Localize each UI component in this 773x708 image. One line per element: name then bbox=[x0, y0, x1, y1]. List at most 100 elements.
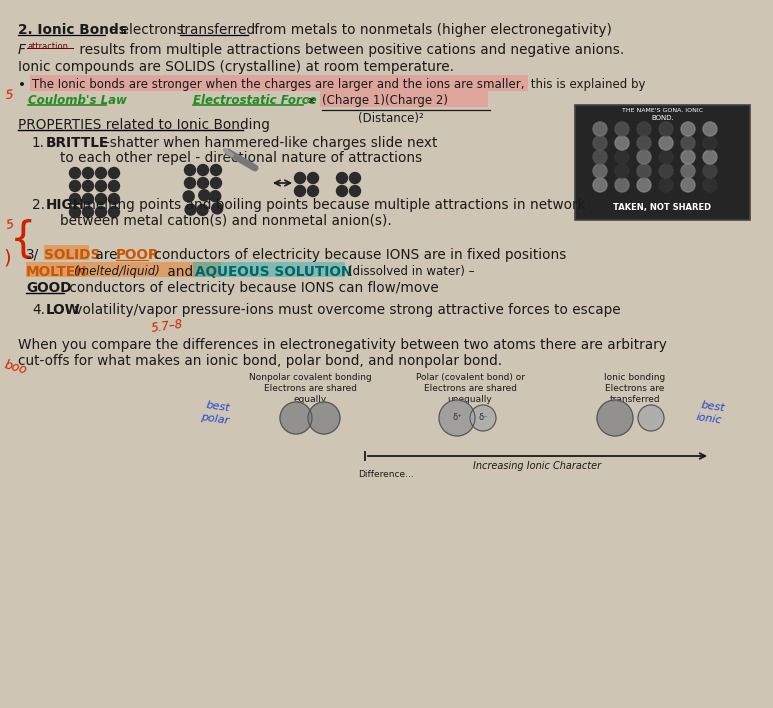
Circle shape bbox=[108, 193, 120, 205]
Circle shape bbox=[197, 164, 209, 176]
Text: ∝: ∝ bbox=[306, 94, 315, 108]
Text: δ⁻: δ⁻ bbox=[478, 413, 488, 423]
Circle shape bbox=[70, 168, 80, 178]
Text: melting points and boiling points because multiple attractions in network: melting points and boiling points becaus… bbox=[78, 198, 586, 212]
Circle shape bbox=[593, 164, 607, 178]
FancyBboxPatch shape bbox=[320, 91, 488, 107]
Circle shape bbox=[295, 185, 305, 197]
Text: and: and bbox=[163, 265, 197, 279]
Text: POOR: POOR bbox=[116, 248, 159, 262]
Circle shape bbox=[637, 122, 651, 136]
Circle shape bbox=[280, 402, 312, 434]
Circle shape bbox=[186, 202, 196, 213]
Circle shape bbox=[593, 178, 607, 192]
Text: 5: 5 bbox=[5, 88, 14, 102]
Text: Ionic compounds are SOLIDS (crystalline) at room temperature.: Ionic compounds are SOLIDS (crystalline)… bbox=[18, 60, 454, 74]
Text: Polar (covalent bond) or: Polar (covalent bond) or bbox=[416, 373, 525, 382]
Text: HIGH: HIGH bbox=[46, 198, 85, 212]
Circle shape bbox=[336, 185, 348, 197]
Text: 3/: 3/ bbox=[26, 248, 39, 262]
Circle shape bbox=[637, 150, 651, 164]
Text: (Distance)²: (Distance)² bbox=[358, 112, 424, 125]
Circle shape bbox=[703, 150, 717, 164]
Text: LOW: LOW bbox=[46, 303, 80, 317]
Circle shape bbox=[96, 168, 107, 178]
Circle shape bbox=[659, 164, 673, 178]
Text: results from multiple attractions between positive cations and negative anions.: results from multiple attractions betwee… bbox=[75, 43, 625, 57]
Circle shape bbox=[96, 207, 107, 217]
Text: Electrons are shared: Electrons are shared bbox=[264, 384, 356, 393]
Text: best: best bbox=[205, 400, 230, 413]
Text: to each other repel - directional nature of attractions: to each other repel - directional nature… bbox=[60, 151, 422, 165]
Text: Electrons are: Electrons are bbox=[605, 384, 665, 393]
Circle shape bbox=[593, 122, 607, 136]
Text: GOOD: GOOD bbox=[26, 281, 71, 295]
Circle shape bbox=[703, 178, 717, 192]
Circle shape bbox=[349, 185, 360, 197]
Circle shape bbox=[659, 150, 673, 164]
Circle shape bbox=[185, 190, 196, 201]
Text: Increasing Ionic Character: Increasing Ionic Character bbox=[473, 461, 601, 471]
Circle shape bbox=[70, 193, 80, 205]
Circle shape bbox=[681, 178, 695, 192]
Text: {: { bbox=[10, 219, 36, 261]
Text: ): ) bbox=[3, 248, 11, 267]
Text: transferred: transferred bbox=[610, 395, 660, 404]
Circle shape bbox=[295, 173, 305, 183]
Circle shape bbox=[210, 202, 222, 214]
Circle shape bbox=[96, 193, 107, 205]
Circle shape bbox=[199, 190, 209, 202]
Text: volatility/vapor pressure-ions must overcome strong attractive forces to escape: volatility/vapor pressure-ions must over… bbox=[70, 303, 621, 317]
Text: AQUEOUS SOLUTION: AQUEOUS SOLUTION bbox=[195, 265, 352, 279]
Text: - electrons: - electrons bbox=[107, 23, 188, 37]
Circle shape bbox=[597, 400, 633, 436]
Circle shape bbox=[96, 181, 107, 191]
Circle shape bbox=[703, 122, 717, 136]
Circle shape bbox=[308, 185, 318, 197]
Circle shape bbox=[615, 164, 629, 178]
Circle shape bbox=[83, 181, 94, 191]
Circle shape bbox=[470, 405, 496, 431]
Text: 4.: 4. bbox=[32, 303, 45, 317]
Text: The Ionic bonds are stronger when the charges are larger and the ions are smalle: The Ionic bonds are stronger when the ch… bbox=[32, 78, 525, 91]
Text: PROPERTIES related to Ionic Bonding: PROPERTIES related to Ionic Bonding bbox=[18, 118, 270, 132]
Text: 2.: 2. bbox=[32, 198, 45, 212]
Circle shape bbox=[70, 207, 80, 217]
Circle shape bbox=[439, 400, 475, 436]
Text: polar: polar bbox=[200, 412, 230, 426]
Circle shape bbox=[210, 164, 222, 176]
Text: cut-offs for what makes an ionic bond, polar bond, and nonpolar bond.: cut-offs for what makes an ionic bond, p… bbox=[18, 354, 502, 368]
Circle shape bbox=[83, 168, 94, 178]
Text: Ionic bonding: Ionic bonding bbox=[604, 373, 666, 382]
Circle shape bbox=[659, 122, 673, 136]
Circle shape bbox=[659, 136, 673, 150]
Circle shape bbox=[637, 136, 651, 150]
Text: between metal cation(s) and nonmetal anion(s).: between metal cation(s) and nonmetal ani… bbox=[60, 214, 392, 228]
Text: (melted/liquid): (melted/liquid) bbox=[73, 265, 160, 278]
Circle shape bbox=[108, 181, 120, 191]
Circle shape bbox=[83, 193, 94, 205]
Circle shape bbox=[593, 150, 607, 164]
FancyBboxPatch shape bbox=[44, 245, 89, 260]
Text: conductors of electricity because IONS are in fixed positions: conductors of electricity because IONS a… bbox=[150, 248, 567, 262]
Text: •: • bbox=[18, 78, 26, 92]
Text: Electrostatic Force: Electrostatic Force bbox=[193, 94, 317, 107]
Circle shape bbox=[198, 202, 209, 213]
Text: BRITTLE: BRITTLE bbox=[46, 136, 109, 150]
Circle shape bbox=[615, 136, 629, 150]
Circle shape bbox=[108, 168, 120, 178]
Text: 5: 5 bbox=[5, 218, 15, 232]
Text: unequally: unequally bbox=[448, 395, 492, 404]
Text: attraction: attraction bbox=[27, 42, 68, 51]
Text: ionic: ionic bbox=[695, 412, 722, 426]
Text: transferred: transferred bbox=[180, 23, 256, 37]
Circle shape bbox=[638, 405, 664, 431]
Circle shape bbox=[83, 207, 94, 217]
Circle shape bbox=[615, 122, 629, 136]
Text: 1.: 1. bbox=[32, 136, 45, 150]
FancyBboxPatch shape bbox=[26, 262, 221, 277]
Circle shape bbox=[308, 173, 318, 183]
Text: THE NAME'S GONA. IONIC: THE NAME'S GONA. IONIC bbox=[622, 108, 703, 113]
Circle shape bbox=[349, 173, 360, 183]
Text: this is explained by: this is explained by bbox=[527, 78, 645, 91]
